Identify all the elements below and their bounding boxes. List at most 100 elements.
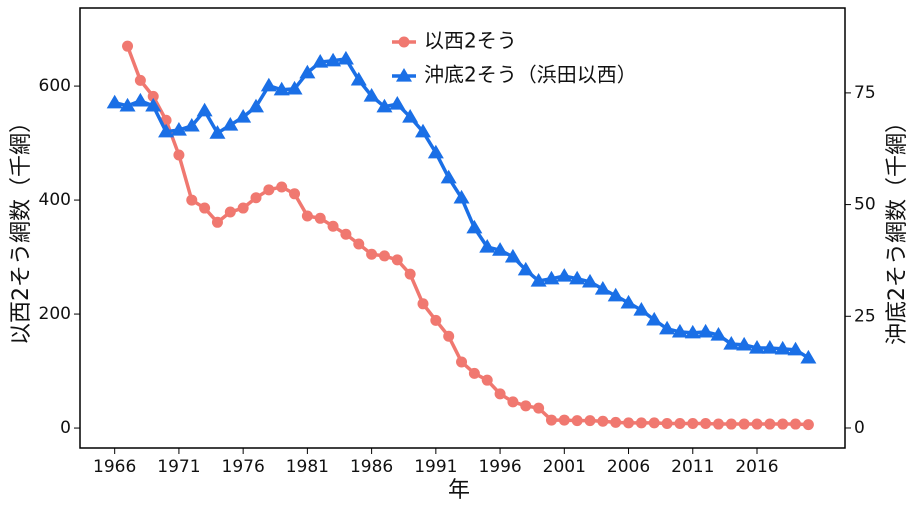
triangle-marker (607, 287, 624, 302)
triangle-marker (183, 117, 200, 132)
triangle-marker (396, 68, 412, 82)
circle-marker (545, 414, 557, 426)
circle-marker (661, 417, 673, 429)
circle-marker (250, 192, 262, 204)
triangle-marker (723, 335, 740, 350)
circle-marker (725, 418, 737, 430)
x-axis-label: 年 (448, 478, 470, 503)
circle-marker (674, 417, 686, 429)
triangle-marker (646, 311, 663, 326)
circle-marker (378, 250, 390, 262)
circle-marker (301, 210, 313, 222)
circle-marker (764, 418, 776, 430)
circle-marker (597, 415, 609, 427)
circle-marker (623, 417, 635, 429)
circle-marker (211, 216, 223, 228)
circle-marker (430, 314, 442, 326)
circle-marker (558, 414, 570, 426)
triangle-marker (787, 341, 804, 356)
triangle-marker (749, 340, 766, 354)
circle-marker (340, 228, 352, 240)
series-line (114, 57, 810, 360)
triangle-marker (196, 102, 213, 117)
x-tick-label: 1971 (157, 457, 200, 477)
triangle-marker (697, 323, 714, 338)
circle-marker (738, 418, 750, 430)
circle-marker (398, 36, 410, 48)
legend-label: 以西2そう (424, 29, 517, 53)
circle-marker (289, 188, 301, 200)
triangle-marker (170, 121, 187, 136)
triangle-marker (530, 272, 547, 287)
triangle-marker (299, 64, 316, 79)
circle-marker (147, 90, 159, 102)
x-tick-label: 1991 (414, 457, 457, 477)
triangle-marker (582, 273, 598, 288)
triangle-marker (671, 323, 688, 338)
triangle-marker (376, 98, 393, 113)
triangle-marker (800, 349, 817, 364)
series-line (125, 45, 809, 427)
circle-marker (610, 416, 622, 428)
triangle-marker (427, 144, 444, 159)
circle-marker (417, 298, 429, 310)
x-tick-label: 1976 (222, 457, 265, 477)
circle-marker (391, 254, 403, 266)
circle-marker (456, 356, 468, 368)
x-tick-label: 2001 (543, 457, 586, 477)
y-axis-label: 以西2そう網数（千網） (9, 111, 34, 345)
triangle-marker (158, 123, 175, 138)
triangle-marker (402, 109, 419, 123)
triangle-marker (710, 327, 727, 341)
y-tick-label: 600 (39, 76, 71, 96)
triangle-marker (492, 242, 509, 256)
circle-marker (802, 419, 814, 431)
triangle-marker (119, 97, 136, 112)
circle-marker (237, 202, 249, 214)
circle-marker (481, 374, 493, 386)
triangle-marker (235, 109, 252, 123)
triangle-marker (620, 294, 637, 309)
circle-marker (276, 181, 288, 193)
circle-marker (790, 418, 802, 430)
triangle-marker (414, 123, 431, 138)
triangle-marker (440, 169, 457, 184)
triangle-marker (453, 189, 470, 204)
triangle-marker (273, 81, 290, 96)
circle-marker (777, 418, 789, 430)
circle-marker (494, 388, 506, 400)
x-tick-label: 1966 (93, 457, 136, 477)
legend-label: 沖底2そう（浜田以西） (424, 63, 637, 87)
triangle-marker (106, 94, 123, 109)
triangle-marker (504, 248, 521, 263)
circle-marker (224, 206, 236, 218)
y2-tick-label: 0 (854, 418, 865, 438)
circle-marker (199, 202, 211, 214)
triangle-marker (684, 324, 701, 339)
triangle-marker (260, 77, 277, 92)
triangle-marker (659, 320, 676, 335)
circle-marker (571, 415, 583, 427)
y2-tick-label: 25 (854, 306, 876, 326)
triangle-marker (247, 98, 264, 113)
circle-marker (404, 268, 416, 280)
circle-marker (468, 367, 480, 379)
triangle-marker (363, 88, 380, 102)
triangle-marker (569, 270, 586, 285)
triangle-marker (286, 80, 303, 95)
triangle-marker (556, 268, 573, 282)
circle-marker (533, 402, 545, 414)
triangle-marker (209, 125, 226, 139)
circle-marker (648, 417, 660, 429)
triangle-marker (633, 302, 650, 316)
circle-marker (314, 212, 326, 224)
circle-marker (700, 417, 712, 429)
triangle-marker (325, 52, 342, 67)
triangle-marker (337, 50, 354, 65)
triangle-marker (774, 340, 791, 355)
triangle-marker (736, 336, 753, 351)
y2-tick-label: 75 (854, 83, 876, 103)
circle-marker (353, 238, 365, 250)
circle-marker (635, 417, 647, 429)
